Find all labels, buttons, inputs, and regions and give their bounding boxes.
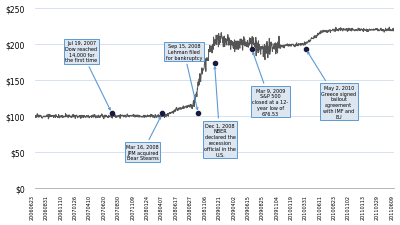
Text: Sep 15, 2008
Lehman filed
for bankruptcy: Sep 15, 2008 Lehman filed for bankruptcy bbox=[166, 44, 202, 110]
Text: Mar 9, 2009
S&P 500
closed at a 12-
year low of
676.53: Mar 9, 2009 S&P 500 closed at a 12- year… bbox=[252, 53, 288, 116]
Text: Jul 19, 2007
Dow reached
14,000 for
the first time: Jul 19, 2007 Dow reached 14,000 for the … bbox=[65, 41, 110, 110]
Text: May 2, 2010
Greece signed
bailout
agreement
with IMF and
EU: May 2, 2010 Greece signed bailout agreem… bbox=[308, 53, 356, 119]
Text: Mar 16, 2008
JPM acquired
Bear Stearns: Mar 16, 2008 JPM acquired Bear Stearns bbox=[126, 117, 160, 161]
Text: Dec 1, 2008
NBER
declared the
recession
official in the
U.S.: Dec 1, 2008 NBER declared the recession … bbox=[204, 68, 236, 157]
